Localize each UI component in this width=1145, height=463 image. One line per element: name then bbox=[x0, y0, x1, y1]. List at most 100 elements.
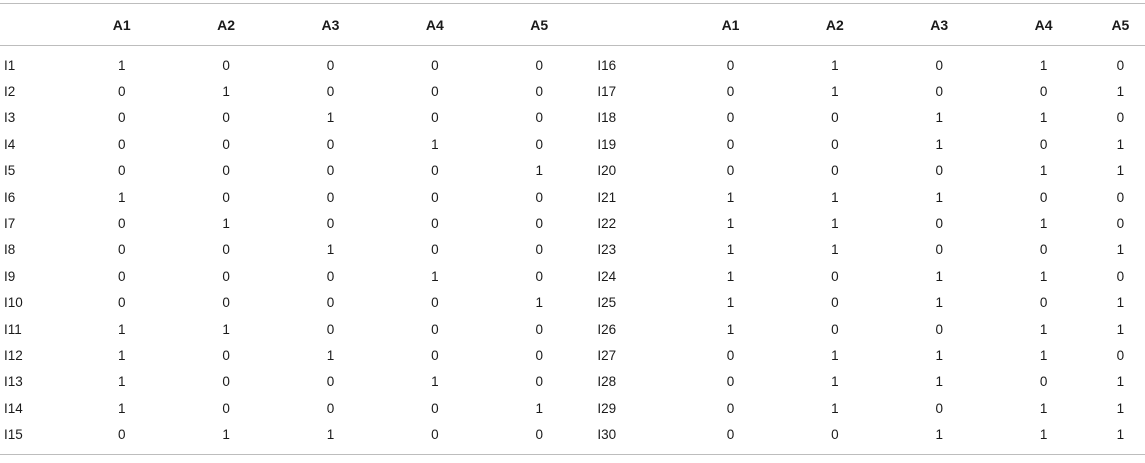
attribute-value-cell: 0 bbox=[222, 110, 230, 126]
attribute-value-cell: 1 bbox=[935, 136, 943, 152]
attribute-value-cell: 1 bbox=[831, 216, 839, 232]
item-label: I12 bbox=[4, 347, 23, 363]
item-label: I29 bbox=[597, 400, 617, 416]
table-row: I9 0 0 0 1 0 I24 1 0 1 1 0 bbox=[0, 263, 1145, 289]
attribute-value-cell: 1 bbox=[935, 374, 943, 390]
attribute-value-cell: 0 bbox=[935, 242, 943, 258]
attribute-value-cell: 1 bbox=[1116, 84, 1125, 100]
attribute-value-cell: 0 bbox=[935, 321, 943, 337]
attribute-value-cell: 1 bbox=[118, 321, 126, 337]
attribute-value-cell: 0 bbox=[326, 268, 335, 284]
attribute-value-cell: 0 bbox=[487, 421, 592, 455]
attribute-value-cell: 0 bbox=[831, 136, 839, 152]
attribute-value-cell: 1 bbox=[1116, 374, 1125, 390]
attribute-value-cell: 0 bbox=[326, 295, 335, 311]
q-matrix-table: A1 A2 A3 A4 A5 A1 A2 A3 A4 A5 I1 1 0 0 0 0 I16 0 1 0 1 0 I2 0 1… bbox=[0, 3, 1145, 455]
attribute-value-cell: 0 bbox=[535, 268, 543, 284]
attribute-value-cell: 0 bbox=[1116, 268, 1125, 284]
attribute-value-cell: 0 bbox=[1039, 136, 1048, 152]
attribute-value-cell: 0 bbox=[535, 189, 543, 205]
attribute-value-cell: 0 bbox=[678, 421, 783, 455]
attribute-value-cell: 1 bbox=[431, 374, 439, 390]
attribute-value-cell: 0 bbox=[935, 216, 943, 232]
attribute-value-cell: 0 bbox=[118, 216, 126, 232]
column-header-a5: A5 bbox=[487, 3, 592, 46]
attribute-value-cell: 0 bbox=[326, 136, 335, 152]
attribute-value-cell: 0 bbox=[726, 57, 735, 73]
attribute-value-cell: 0 bbox=[431, 216, 439, 232]
table-body: I1 1 0 0 0 0 I16 0 1 0 1 0 I2 0 1 0 0 0 I17 0 1 0 0 1 I3 0 0 1 0 0 I18… bbox=[0, 46, 1145, 455]
attribute-value-cell: 0 bbox=[831, 321, 839, 337]
attribute-value-cell: 1 bbox=[326, 110, 335, 126]
table-row: I11 1 1 0 0 0 I26 1 0 0 1 1 bbox=[0, 316, 1145, 342]
item-label: I30 bbox=[591, 421, 679, 455]
column-header-a2: A2 bbox=[782, 3, 888, 46]
attribute-value-cell: 0 bbox=[326, 400, 335, 416]
attribute-value-cell: 0 bbox=[831, 295, 839, 311]
attribute-value-cell: 1 bbox=[173, 421, 279, 455]
column-header-a1: A1 bbox=[69, 3, 174, 46]
attribute-value-cell: 0 bbox=[431, 84, 439, 100]
attribute-value-cell: 0 bbox=[222, 189, 230, 205]
attribute-value-cell: 1 bbox=[935, 268, 943, 284]
attribute-value-cell: 1 bbox=[726, 242, 735, 258]
attribute-value-cell: 0 bbox=[935, 163, 943, 179]
attribute-value-cell: 0 bbox=[726, 163, 735, 179]
attribute-value-cell: 0 bbox=[535, 321, 543, 337]
attribute-value-cell: 1 bbox=[1116, 295, 1125, 311]
attribute-value-cell: 0 bbox=[535, 374, 543, 390]
attribute-value-cell: 0 bbox=[535, 347, 543, 363]
attribute-value-cell: 0 bbox=[431, 295, 439, 311]
attribute-value-cell: 0 bbox=[1039, 242, 1048, 258]
attribute-value-cell: 1 bbox=[1039, 163, 1048, 179]
attribute-value-cell: 1 bbox=[222, 216, 230, 232]
attribute-value-cell: 0 bbox=[118, 110, 126, 126]
attribute-value-cell: 1 bbox=[831, 84, 839, 100]
attribute-value-cell: 0 bbox=[118, 84, 126, 100]
attribute-value-cell: 0 bbox=[431, 163, 439, 179]
attribute-value-cell: 0 bbox=[222, 374, 230, 390]
item-label: I18 bbox=[597, 110, 617, 126]
attribute-value-cell: 0 bbox=[1039, 189, 1048, 205]
column-header-item bbox=[0, 3, 70, 46]
attribute-value-cell: 0 bbox=[831, 110, 839, 126]
attribute-value-cell: 0 bbox=[1039, 295, 1048, 311]
attribute-value-cell: 0 bbox=[726, 136, 735, 152]
attribute-value-cell: 0 bbox=[535, 216, 543, 232]
item-label: I1 bbox=[4, 57, 16, 73]
attribute-value-cell: 1 bbox=[431, 268, 439, 284]
attribute-value-cell: 0 bbox=[726, 400, 735, 416]
attribute-value-cell: 1 bbox=[1039, 216, 1048, 232]
item-label: I10 bbox=[4, 295, 23, 311]
attribute-value-cell: 0 bbox=[118, 268, 126, 284]
item-label: I11 bbox=[4, 321, 22, 337]
table-row: I7 0 1 0 0 0 I22 1 1 0 1 0 bbox=[0, 210, 1145, 236]
attribute-value-cell: 0 bbox=[782, 421, 888, 455]
table-row: I1 1 0 0 0 0 I16 0 1 0 1 0 bbox=[0, 46, 1145, 79]
item-label: I5 bbox=[4, 163, 16, 179]
item-label: I23 bbox=[597, 242, 617, 258]
attribute-value-cell: 0 bbox=[831, 163, 839, 179]
attribute-value-cell: 0 bbox=[431, 242, 439, 258]
item-label: I25 bbox=[597, 295, 617, 311]
table-row: I15 0 1 1 0 0 I30 0 0 1 1 1 bbox=[0, 421, 1145, 455]
attribute-value-cell: 0 bbox=[326, 163, 335, 179]
attribute-value-cell: 0 bbox=[326, 374, 335, 390]
item-label: I3 bbox=[4, 110, 16, 126]
column-header-a2: A2 bbox=[173, 3, 279, 46]
attribute-value-cell: 0 bbox=[118, 295, 126, 311]
attribute-value-cell: 1 bbox=[535, 163, 543, 179]
attribute-value-cell: 1 bbox=[1116, 163, 1125, 179]
attribute-value-cell: 1 bbox=[726, 268, 735, 284]
column-header-a3: A3 bbox=[887, 3, 992, 46]
attribute-value-cell: 0 bbox=[222, 57, 230, 73]
attribute-value-cell: 0 bbox=[535, 110, 543, 126]
attribute-value-cell: 0 bbox=[222, 242, 230, 258]
attribute-value-cell: 1 bbox=[535, 400, 543, 416]
attribute-value-cell: 1 bbox=[431, 136, 439, 152]
attribute-value-cell: 1 bbox=[831, 400, 839, 416]
item-label: I19 bbox=[597, 136, 617, 152]
attribute-value-cell: 1 bbox=[1116, 400, 1125, 416]
attribute-value-cell: 1 bbox=[1039, 57, 1048, 73]
